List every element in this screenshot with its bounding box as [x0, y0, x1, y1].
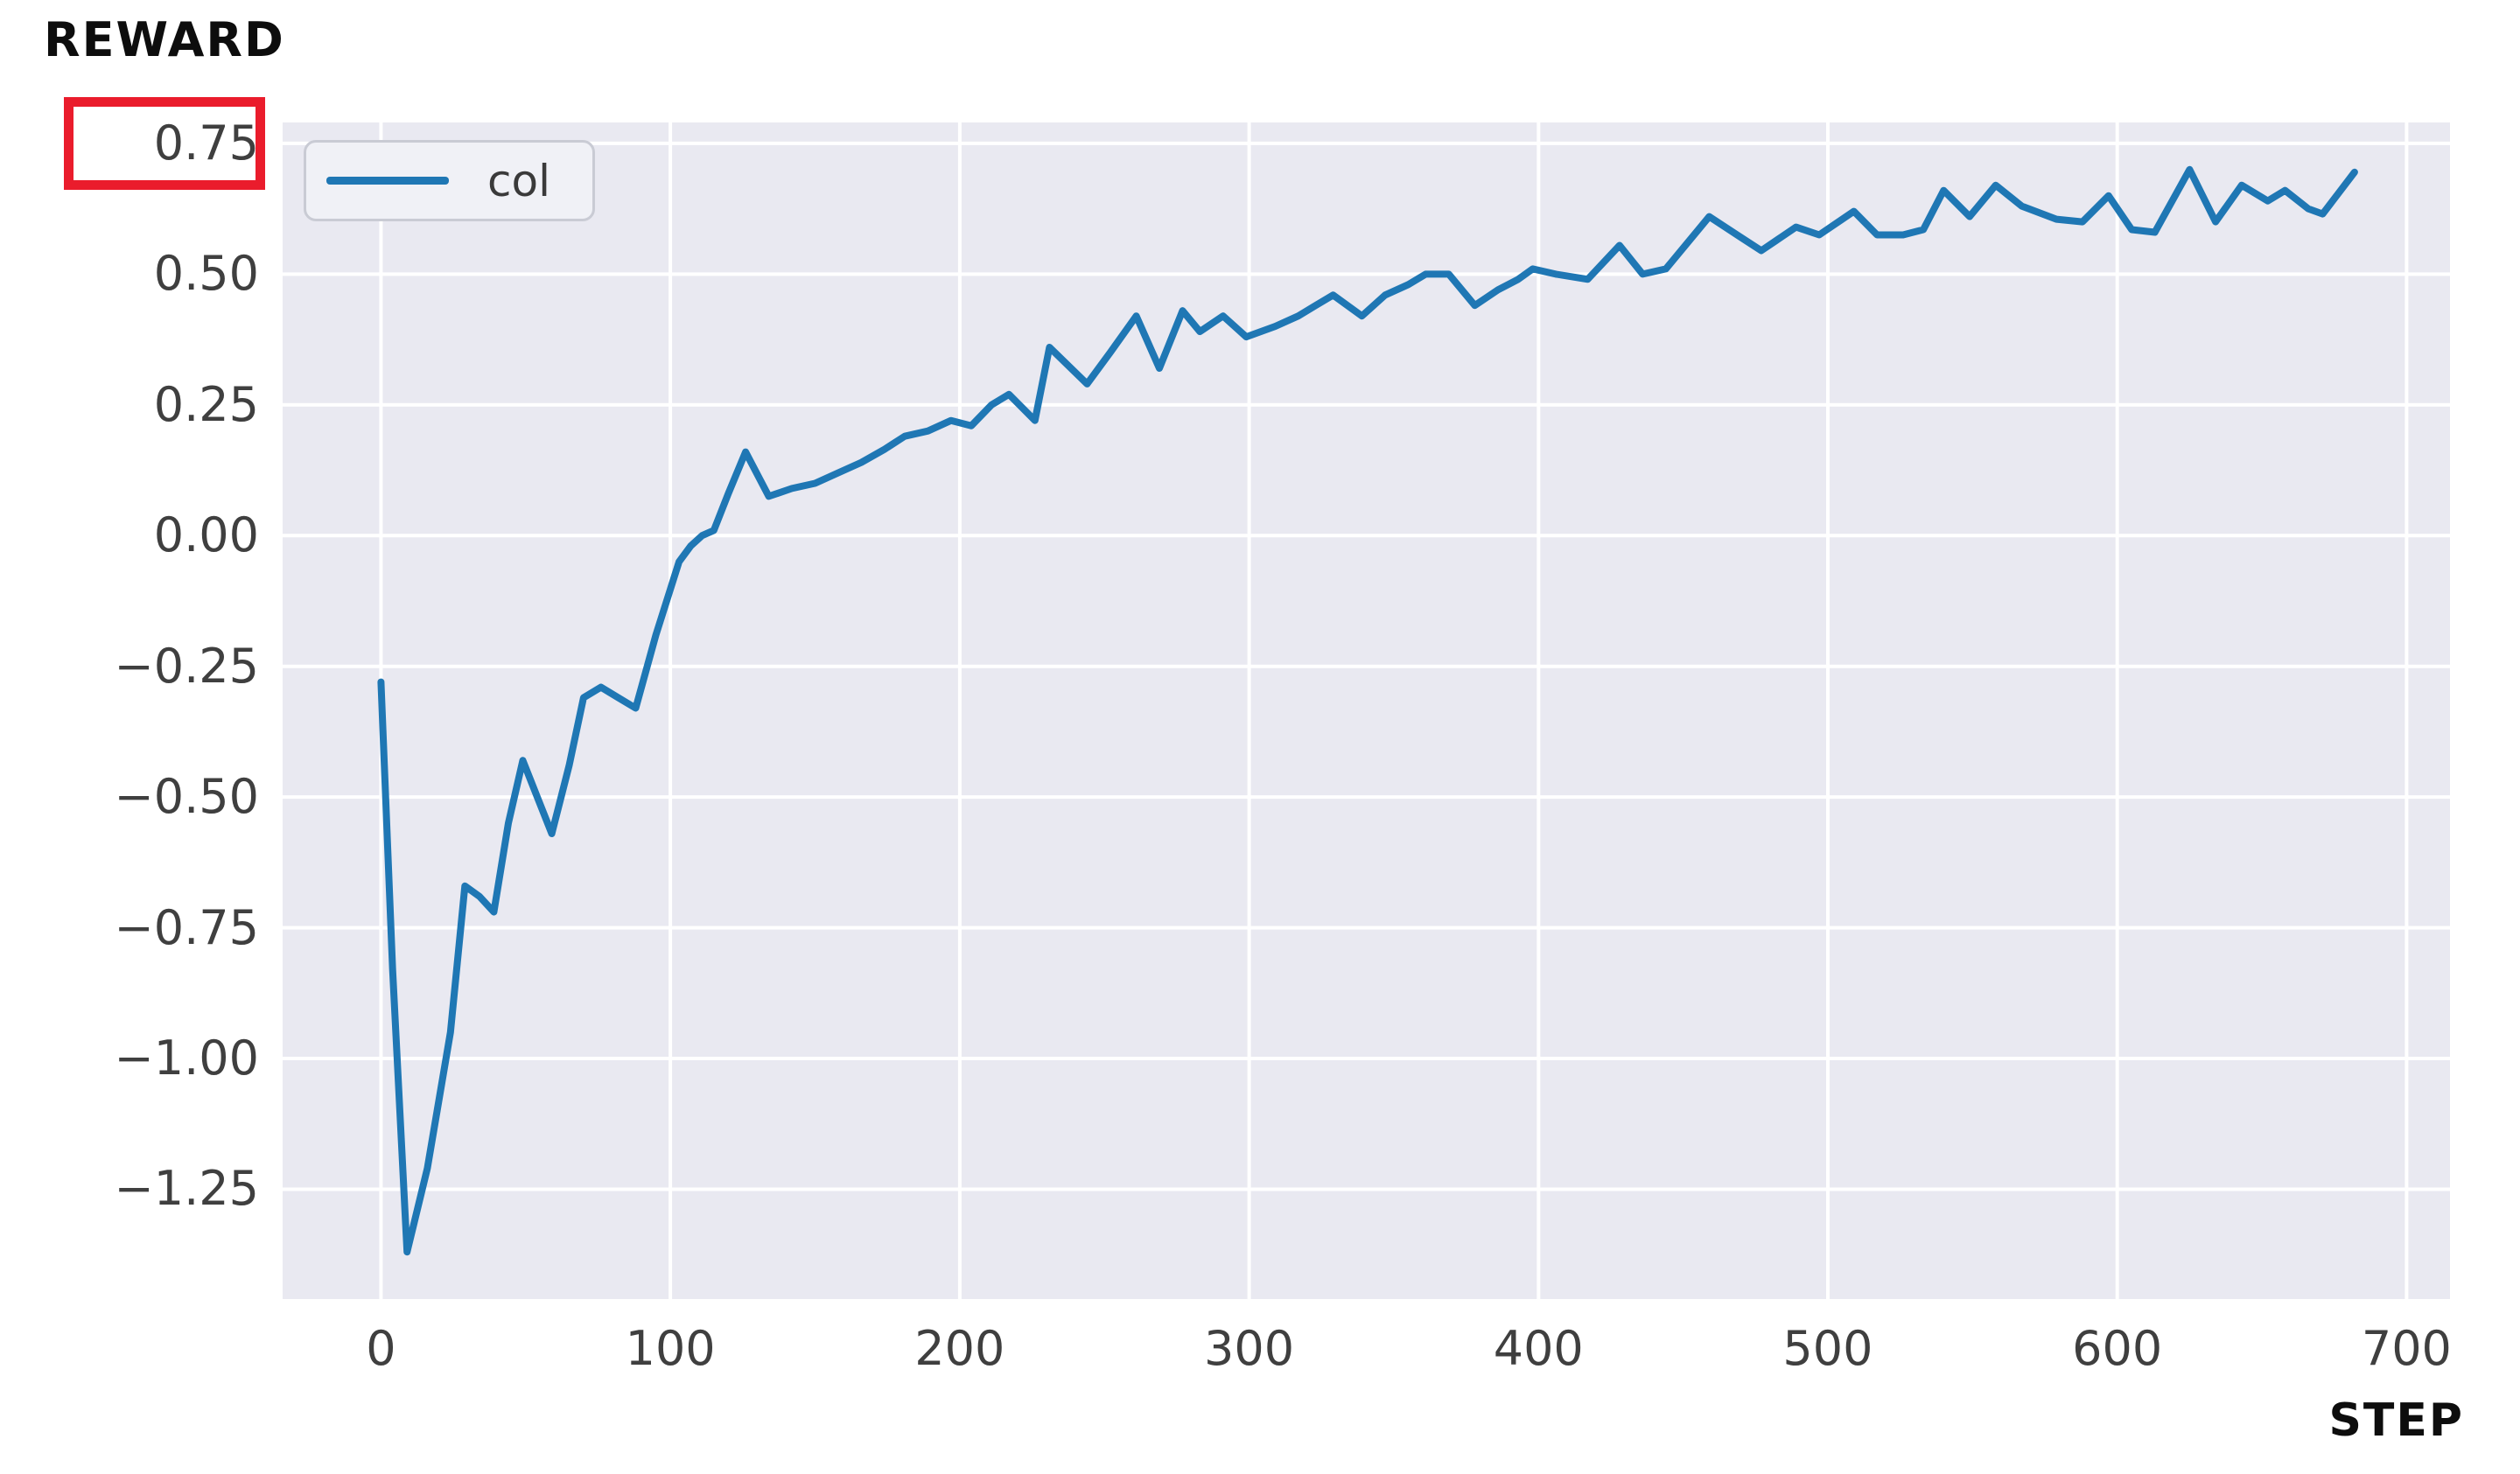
y-tick-label: 0.50: [153, 246, 259, 302]
x-tick-label: 400: [1493, 1321, 1584, 1376]
series-line-col: [377, 165, 2358, 1256]
x-tick-label: 500: [1782, 1321, 1873, 1376]
x-tick-label: 0: [366, 1321, 396, 1376]
highlight-box: [64, 96, 265, 190]
y-tick-label: −0.25: [114, 638, 259, 694]
y-tick-label: −1.00: [114, 1030, 259, 1086]
x-tick-label: 200: [914, 1321, 1005, 1376]
legend-label: col: [487, 155, 550, 206]
x-tick-label: 300: [1204, 1321, 1295, 1376]
x-tick-label: 700: [2361, 1321, 2452, 1376]
plot-background: [283, 122, 2450, 1299]
x-tick-label: 600: [2072, 1321, 2163, 1376]
x-tick-label: 100: [625, 1321, 716, 1376]
y-tick-label: −0.50: [114, 769, 259, 825]
y-tick-label: −0.75: [114, 899, 259, 955]
legend: col: [304, 140, 595, 221]
y-tick-label: −1.25: [114, 1161, 259, 1217]
y-tick-label: 0.75: [153, 115, 259, 171]
y-tick-label: 0.25: [153, 376, 259, 432]
x-axis-title: STEP: [2328, 1394, 2464, 1447]
legend-line-swatch: [326, 177, 449, 185]
chart-title: REWARD: [44, 12, 285, 67]
y-tick-label: 0.00: [153, 507, 259, 563]
